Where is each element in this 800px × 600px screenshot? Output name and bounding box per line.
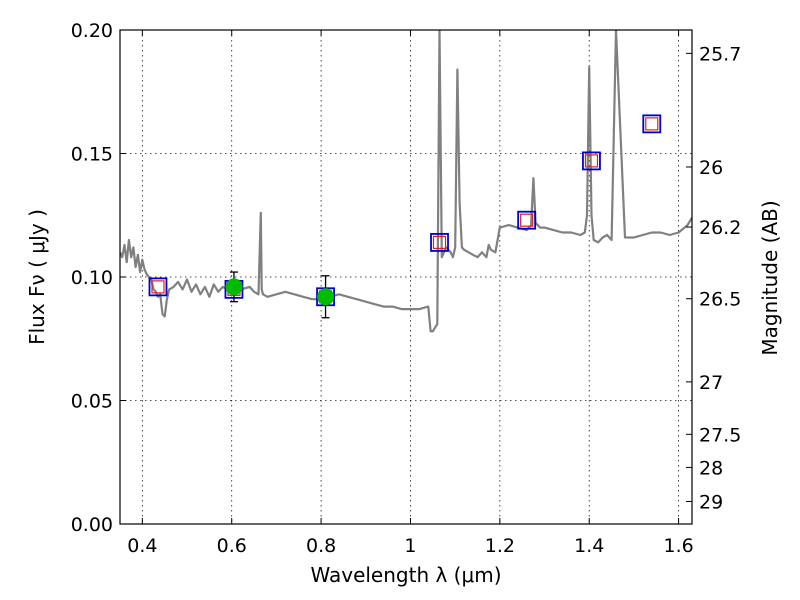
right-axis-label: Magnitude (AB): [758, 200, 782, 355]
x-tick-label: 1.2: [485, 535, 515, 557]
y-axis-label: Flux Fν ( μJy ): [25, 209, 49, 345]
flux-point: [317, 288, 335, 306]
photometry-square-inner: [645, 117, 659, 131]
mag-tick-label: 27.5: [699, 424, 741, 446]
x-tick-label: 1.4: [574, 535, 604, 557]
mag-tick-label: 28: [699, 457, 723, 479]
mag-tick-label: 27: [699, 372, 723, 394]
plot-area: [120, 30, 692, 333]
spectrum-line: [120, 30, 692, 333]
photometry-square: [582, 151, 601, 171]
photometry-square: [642, 114, 662, 134]
mag-tick-label: 26: [699, 157, 723, 179]
photometry-square-inner: [151, 280, 165, 294]
y-tick-label: 0.20: [71, 20, 113, 42]
photometry-square: [148, 277, 168, 297]
marker-layer: [148, 114, 662, 319]
y-tick-label: 0.05: [71, 391, 113, 413]
x-axis-label: Wavelength λ (μm): [310, 563, 501, 587]
y-tick-label: 0.15: [71, 144, 113, 166]
x-tick-label: 0.8: [306, 535, 336, 557]
y-tick-label: 0.10: [71, 267, 113, 289]
photometry-square-inner: [432, 235, 447, 250]
photometry-square-inner: [584, 154, 599, 168]
x-tick-label: 0.6: [217, 535, 247, 557]
x-tick-label: 0.4: [127, 535, 157, 557]
mag-tick-label: 29: [699, 491, 723, 513]
grid-lines: [120, 30, 692, 524]
photometry-square: [430, 233, 449, 252]
mag-tick-label: 25.7: [699, 43, 741, 65]
mag-tick-label: 26.5: [699, 289, 741, 311]
mag-tick-label: 26.2: [699, 217, 741, 239]
y-tick-label: 0.00: [71, 514, 113, 536]
tick-labels: 0.4 0.6 0.8 1 1.2 1.4 1.6 0.00 0.05 0.10 0.15 0.20 2…: [71, 20, 742, 557]
tick-marks: [120, 29, 692, 525]
photometry-square-inner: [520, 213, 534, 227]
flux-point: [225, 278, 243, 296]
photometry-square: [517, 210, 537, 230]
x-tick-label: 1: [404, 535, 416, 557]
x-tick-label: 1.6: [663, 535, 693, 557]
spectrum-layer: [120, 30, 692, 333]
